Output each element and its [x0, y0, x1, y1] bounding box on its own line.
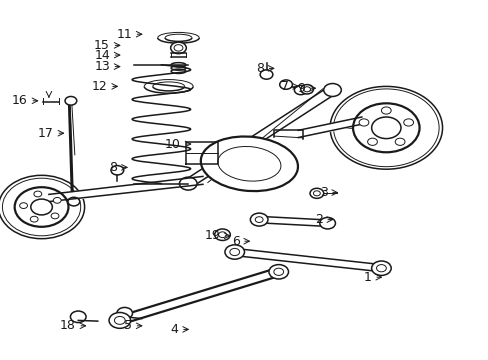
Text: 16: 16 — [12, 94, 28, 107]
Text: 1: 1 — [363, 271, 371, 284]
Text: 3: 3 — [319, 186, 327, 199]
Circle shape — [260, 70, 272, 79]
Circle shape — [70, 311, 86, 323]
Text: 4: 4 — [170, 323, 178, 336]
Circle shape — [34, 191, 41, 197]
Circle shape — [394, 138, 404, 145]
Text: 6: 6 — [231, 235, 239, 248]
Circle shape — [371, 117, 400, 139]
Circle shape — [20, 203, 27, 208]
Circle shape — [15, 187, 68, 227]
Text: 8: 8 — [256, 62, 264, 75]
Circle shape — [218, 232, 226, 238]
Text: 17: 17 — [38, 127, 54, 140]
Circle shape — [319, 217, 335, 229]
Text: 19: 19 — [204, 229, 220, 242]
Circle shape — [0, 175, 84, 239]
Circle shape — [268, 265, 288, 279]
Circle shape — [224, 245, 244, 259]
Circle shape — [68, 197, 80, 206]
Circle shape — [51, 213, 59, 219]
Circle shape — [179, 177, 197, 190]
Text: 11: 11 — [116, 28, 132, 41]
Text: 8: 8 — [109, 161, 117, 174]
Circle shape — [117, 307, 132, 319]
Circle shape — [279, 80, 292, 89]
Circle shape — [65, 96, 77, 105]
Circle shape — [2, 178, 81, 236]
Text: 10: 10 — [165, 138, 181, 150]
Circle shape — [329, 86, 442, 169]
Circle shape — [294, 85, 306, 95]
Circle shape — [323, 84, 341, 96]
Circle shape — [333, 89, 438, 167]
Circle shape — [31, 199, 52, 215]
Circle shape — [376, 265, 386, 272]
Circle shape — [30, 216, 38, 222]
Text: 7: 7 — [280, 80, 288, 93]
Text: 2: 2 — [314, 213, 322, 226]
Circle shape — [255, 217, 263, 222]
Text: 5: 5 — [124, 319, 132, 332]
Text: 18: 18 — [60, 319, 76, 332]
Circle shape — [381, 107, 390, 114]
Circle shape — [367, 138, 377, 145]
Circle shape — [403, 119, 413, 126]
Text: 13: 13 — [94, 60, 110, 73]
Ellipse shape — [201, 136, 297, 191]
Circle shape — [371, 261, 390, 275]
Text: 12: 12 — [92, 80, 107, 93]
Circle shape — [114, 316, 125, 324]
Text: 15: 15 — [94, 39, 110, 52]
Circle shape — [300, 85, 313, 94]
Circle shape — [229, 248, 239, 256]
Circle shape — [174, 45, 183, 51]
Text: 9: 9 — [297, 82, 305, 95]
Circle shape — [303, 87, 310, 92]
Text: 14: 14 — [94, 49, 110, 62]
Circle shape — [309, 188, 323, 198]
Circle shape — [170, 42, 186, 54]
Circle shape — [53, 197, 61, 203]
Circle shape — [358, 119, 368, 126]
Circle shape — [109, 312, 130, 328]
Circle shape — [313, 191, 320, 196]
Circle shape — [111, 166, 123, 175]
Circle shape — [250, 213, 267, 226]
Circle shape — [273, 268, 283, 275]
Circle shape — [214, 229, 230, 240]
Circle shape — [352, 103, 419, 152]
